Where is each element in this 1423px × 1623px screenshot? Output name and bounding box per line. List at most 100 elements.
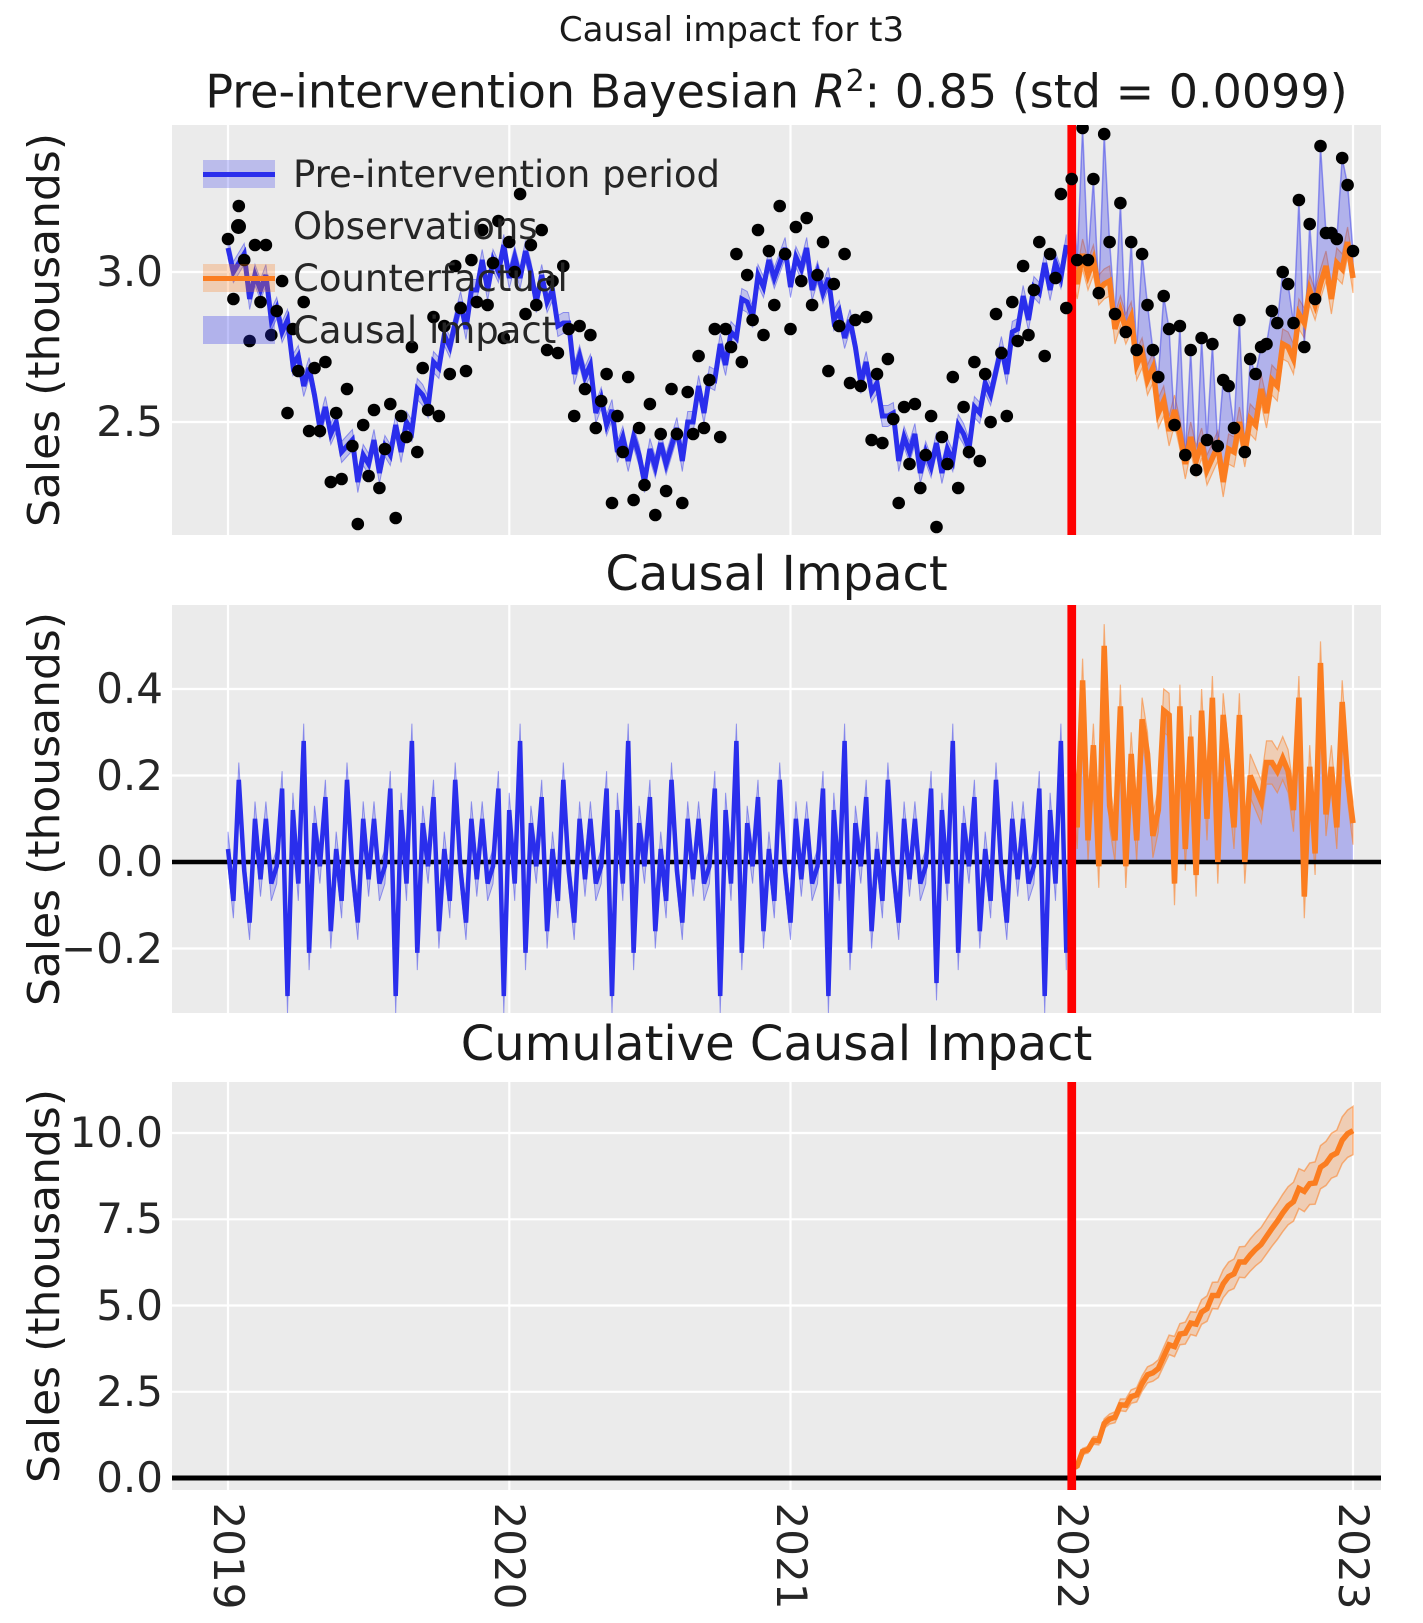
observation-dot xyxy=(1114,196,1127,210)
observation-dot xyxy=(870,367,884,381)
observation-dot xyxy=(1103,235,1116,249)
observation-dot xyxy=(362,469,375,483)
observation-dot xyxy=(692,349,705,363)
observation-dot xyxy=(973,454,987,468)
observation-dot xyxy=(551,346,565,360)
observation-dot xyxy=(313,424,327,438)
observation-dot xyxy=(448,259,462,273)
observation-dot xyxy=(719,322,732,336)
y-tick-label: 0.0 xyxy=(96,1453,163,1502)
counterfactual-band-swatch xyxy=(203,264,275,292)
y-tick-label: 0.0 xyxy=(96,837,163,886)
observation-dot xyxy=(1011,334,1024,348)
observation-dot xyxy=(735,355,749,369)
intervention-vline xyxy=(1067,125,1077,535)
observation-dot xyxy=(540,343,554,357)
observation-dot xyxy=(1065,172,1078,186)
observation-dot xyxy=(665,382,678,396)
observation-dot xyxy=(957,400,970,414)
pre-intervention-band-swatch xyxy=(203,160,275,188)
observation-dot xyxy=(1087,172,1100,186)
observation-dot xyxy=(697,421,711,435)
observation-dot xyxy=(1335,151,1349,165)
observation-dot xyxy=(346,439,359,453)
observation-dot xyxy=(989,307,1003,321)
observation-dot xyxy=(621,370,635,384)
legend-label: Pre-intervention period xyxy=(293,152,720,196)
observation-dot xyxy=(859,310,873,324)
observation-dot xyxy=(524,238,538,252)
observation-dot xyxy=(259,238,273,252)
legend-label: Observations xyxy=(293,204,538,248)
impact-pre-band xyxy=(227,723,1067,1013)
observation-dot xyxy=(827,277,841,291)
observation-dot xyxy=(1054,187,1068,201)
observation-dot xyxy=(865,433,878,447)
observation-dot xyxy=(746,313,759,327)
observation-dot xyxy=(1146,343,1160,357)
observation-dot xyxy=(243,334,256,348)
observation-dot xyxy=(1287,316,1300,330)
observation-dot xyxy=(681,385,694,399)
observation-dot xyxy=(1206,337,1219,351)
y-tick-label: 5.0 xyxy=(96,1280,163,1330)
observation-dot xyxy=(1119,325,1133,339)
observation-dot xyxy=(887,412,900,426)
observation-dot xyxy=(919,448,932,462)
observation-dot xyxy=(881,352,895,366)
observation-dot xyxy=(302,424,316,438)
observation-dot xyxy=(1006,295,1019,309)
observation-dot xyxy=(459,364,473,378)
observation-dot xyxy=(421,403,435,417)
observation-dot xyxy=(703,373,716,387)
observation-dot xyxy=(811,268,824,282)
observation-dot xyxy=(270,304,284,318)
observation-dot xyxy=(1276,265,1289,279)
y-tick-label: 7.5 xyxy=(96,1194,163,1244)
observation-dot xyxy=(778,247,792,261)
observation-dot xyxy=(978,367,992,381)
observation-dot xyxy=(308,361,321,375)
observation-dot xyxy=(432,409,446,423)
observation-dot xyxy=(1070,253,1084,267)
observation-dot xyxy=(427,310,440,324)
observation-dot xyxy=(832,319,846,333)
observation-dot xyxy=(854,379,868,393)
observation-dot xyxy=(589,421,603,435)
observation-dot xyxy=(394,409,408,423)
observation-dot xyxy=(838,247,851,261)
y-tick-label: −0.2 xyxy=(61,923,163,973)
observation-dot xyxy=(659,484,673,498)
observation-dot xyxy=(297,295,311,309)
y-tick-label: 0.4 xyxy=(96,664,163,713)
observation-dot xyxy=(740,268,754,282)
observation-dot xyxy=(1189,463,1203,477)
observation-dot xyxy=(789,220,803,234)
observation-dot xyxy=(1038,349,1051,363)
observation-dot xyxy=(1211,439,1225,453)
observation-dot xyxy=(670,427,684,441)
observation-dot xyxy=(1298,340,1311,354)
observation-dot xyxy=(1000,409,1014,423)
observation-dot xyxy=(724,340,738,354)
counterfactual-line-icon xyxy=(203,275,275,281)
observation-dot xyxy=(757,328,770,342)
observation-dot xyxy=(486,256,500,270)
observation-dot xyxy=(567,409,581,423)
observation-dot xyxy=(367,403,381,417)
observation-dot xyxy=(378,442,392,456)
observation-dot xyxy=(475,223,489,237)
causal-impact-fill-swatch xyxy=(203,316,275,344)
cumulative-impact-line xyxy=(1070,1128,1355,1472)
observation-dot xyxy=(329,406,343,420)
observation-dot xyxy=(616,445,630,459)
observation-dot xyxy=(1227,421,1241,435)
observation-dot xyxy=(1184,343,1197,357)
observation-dot xyxy=(1027,283,1041,297)
legend-item-observations: Observations xyxy=(203,200,720,252)
observation-dot xyxy=(470,295,484,309)
observation-dot xyxy=(1092,286,1106,300)
observation-dot xyxy=(686,427,700,441)
observation-dot xyxy=(768,298,781,312)
